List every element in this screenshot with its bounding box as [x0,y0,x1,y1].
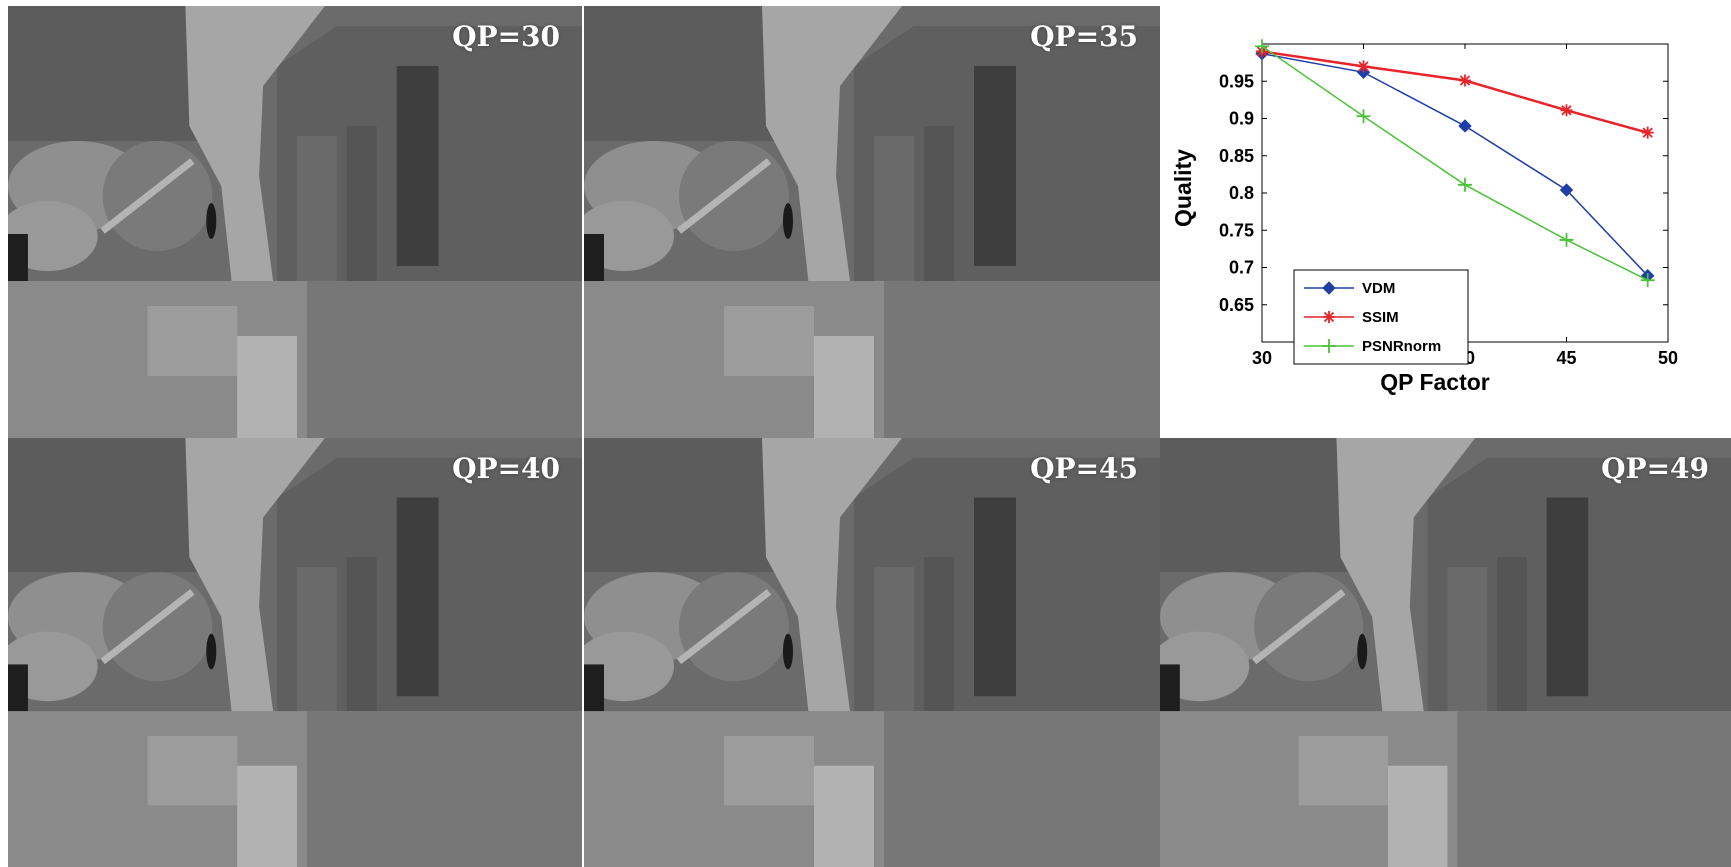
data-point-psnrnorm [1458,177,1472,192]
y-tick-label: 0.85 [1219,146,1254,166]
data-point-ssim [1641,126,1654,139]
panel-label: QP=40 [452,452,560,485]
depth-map-panel-qp45: QP=45 [584,438,1160,867]
depth-map-image [8,438,582,867]
legend-label-psnrnorm: PSNRnorm [1362,338,1441,355]
y-axis-label: Quality [1170,149,1196,227]
data-point-psnrnorm [1356,109,1371,124]
legend-label-ssim: SSIM [1362,309,1399,326]
depth-map-image [8,6,582,438]
depth-map-image [584,438,1160,867]
x-axis-label: QP Factor [1380,369,1490,395]
data-point-ssim [1357,60,1370,73]
depth-map-image [584,6,1160,438]
y-tick-label: 0.75 [1219,220,1254,240]
x-tick-label: 45 [1556,348,1576,368]
panel-label: QP=35 [1030,20,1138,53]
data-point-psnrnorm [1559,232,1574,247]
legend: VDM SSIM PSNRnorm [1293,269,1469,365]
x-tick-label: 50 [1658,348,1678,368]
legend-marker-psnrnorm [1322,339,1336,353]
y-tick-label: 0.65 [1219,295,1254,315]
panel-label: QP=45 [1030,452,1138,485]
depth-map-panel-qp30: QP=30 [8,6,582,438]
depth-map-image [1160,438,1731,867]
y-tick-label: 0.7 [1229,258,1254,278]
data-point-vdm [1458,119,1472,133]
y-tick-label: 0.8 [1229,183,1254,203]
depth-map-panel-qp40: QP=40 [8,438,582,867]
panel-label: QP=49 [1601,452,1709,485]
depth-map-panel-qp35: QP=35 [584,6,1160,438]
data-point-psnrnorm [1255,39,1269,54]
y-tick-label: 0.95 [1219,71,1254,91]
y-tick-label: 0.9 [1229,109,1254,129]
legend-marker-ssim [1323,311,1335,323]
depth-map-panel-qp49: QP=49 [1160,438,1731,867]
panel-label: QP=30 [452,20,560,53]
data-point-vdm [1559,183,1574,197]
legend-marker-vdm [1322,281,1336,295]
x-tick-label: 30 [1252,348,1272,368]
data-point-ssim [1560,104,1573,117]
legend-label-vdm: VDM [1362,280,1395,297]
data-point-psnrnorm [1640,273,1655,288]
data-point-ssim [1459,74,1471,87]
